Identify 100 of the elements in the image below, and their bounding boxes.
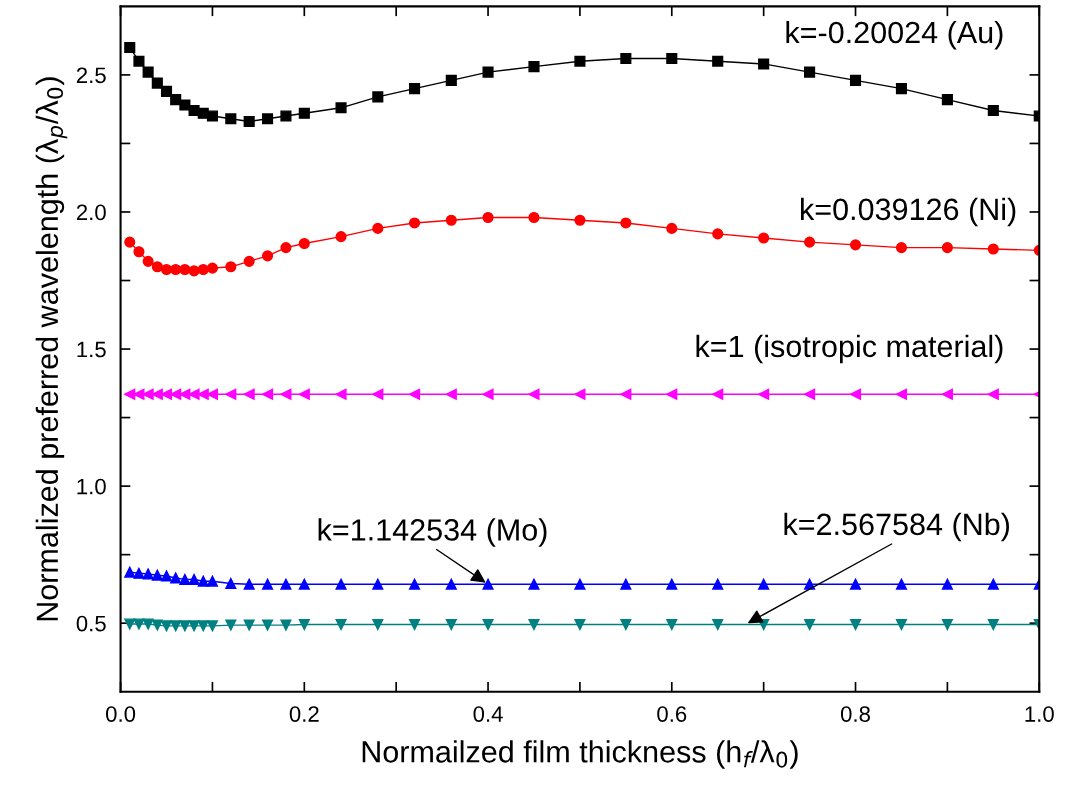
point bbox=[243, 255, 255, 267]
point bbox=[895, 388, 908, 400]
point bbox=[298, 107, 310, 119]
point bbox=[206, 262, 218, 274]
point bbox=[941, 242, 953, 254]
point bbox=[280, 619, 292, 631]
point bbox=[124, 566, 136, 578]
point bbox=[206, 110, 218, 122]
point bbox=[160, 620, 173, 632]
point bbox=[666, 222, 678, 234]
point bbox=[666, 388, 678, 400]
point bbox=[445, 74, 457, 86]
point bbox=[408, 217, 421, 229]
point bbox=[124, 41, 136, 54]
point bbox=[298, 578, 310, 590]
point bbox=[804, 236, 816, 248]
point bbox=[262, 250, 274, 262]
x-tick-label: 0.6 bbox=[657, 706, 687, 722]
point bbox=[445, 388, 457, 400]
point bbox=[280, 110, 292, 122]
point bbox=[372, 222, 384, 234]
point bbox=[804, 66, 816, 78]
point bbox=[206, 575, 218, 587]
point bbox=[574, 388, 586, 400]
point bbox=[372, 91, 384, 103]
y-tick-label: 1.5 bbox=[77, 341, 106, 358]
point bbox=[712, 228, 724, 240]
point bbox=[528, 61, 540, 73]
point bbox=[335, 388, 347, 400]
point bbox=[574, 55, 586, 67]
point bbox=[620, 578, 632, 590]
point bbox=[133, 246, 145, 258]
point bbox=[151, 77, 163, 89]
point bbox=[712, 55, 724, 67]
point bbox=[243, 619, 255, 631]
point bbox=[197, 620, 209, 632]
point bbox=[482, 66, 494, 78]
annotation: k=1.142534 (Mo) bbox=[318, 518, 547, 547]
point bbox=[179, 263, 191, 276]
point bbox=[197, 575, 209, 587]
point bbox=[574, 214, 586, 226]
point bbox=[408, 83, 421, 95]
point bbox=[262, 619, 274, 631]
point bbox=[666, 619, 678, 631]
x-tick-label: 0.0 bbox=[105, 706, 136, 722]
y-tick-label: 0.5 bbox=[76, 615, 106, 632]
point bbox=[243, 578, 255, 590]
point bbox=[160, 85, 173, 97]
point bbox=[262, 578, 274, 590]
point bbox=[243, 115, 255, 128]
point bbox=[758, 58, 770, 70]
point bbox=[528, 211, 540, 224]
point bbox=[298, 237, 310, 250]
point bbox=[849, 74, 862, 86]
point bbox=[987, 578, 999, 590]
point bbox=[895, 83, 908, 95]
point bbox=[133, 55, 145, 67]
x-tick-label: 1.0 bbox=[1025, 706, 1054, 722]
point bbox=[712, 578, 724, 590]
point bbox=[298, 619, 310, 631]
point bbox=[941, 388, 953, 400]
point bbox=[482, 578, 494, 590]
point bbox=[987, 243, 999, 255]
point bbox=[188, 573, 200, 585]
point bbox=[188, 265, 200, 277]
point bbox=[987, 619, 999, 631]
point bbox=[225, 261, 237, 273]
point bbox=[142, 255, 154, 267]
point bbox=[445, 578, 457, 590]
x-tick-label: 0.2 bbox=[289, 706, 319, 722]
point bbox=[225, 619, 237, 631]
point bbox=[849, 578, 862, 590]
point bbox=[124, 388, 136, 400]
point bbox=[574, 619, 586, 631]
annotation: k=-0.20024 (Au) bbox=[786, 20, 1003, 50]
point bbox=[758, 232, 770, 244]
point bbox=[987, 104, 999, 117]
point bbox=[408, 619, 421, 631]
point bbox=[408, 578, 421, 590]
point bbox=[712, 388, 724, 400]
point bbox=[151, 619, 163, 631]
point bbox=[335, 102, 347, 114]
point bbox=[142, 66, 154, 78]
y-tick-label: 1.0 bbox=[77, 478, 106, 495]
y-tick-label: 2.5 bbox=[76, 67, 106, 84]
y-axis-title: Normalized preferred wavelength (λ$_{p}$/λ$_{0}$) bbox=[35, 77, 68, 621]
point bbox=[225, 388, 237, 400]
annotation: k=0.039126 (Ni) bbox=[801, 197, 1016, 227]
point bbox=[335, 619, 347, 631]
point bbox=[280, 242, 292, 254]
point bbox=[170, 94, 182, 106]
point bbox=[895, 242, 908, 254]
point bbox=[445, 214, 457, 226]
point bbox=[372, 388, 384, 400]
point bbox=[151, 261, 163, 273]
x-axis-title: Normailzed film thickness (h$_{f}$/λ$_{0}$) bbox=[362, 740, 798, 769]
point bbox=[712, 619, 724, 631]
point bbox=[262, 113, 274, 125]
point bbox=[243, 388, 255, 400]
point bbox=[298, 388, 310, 400]
